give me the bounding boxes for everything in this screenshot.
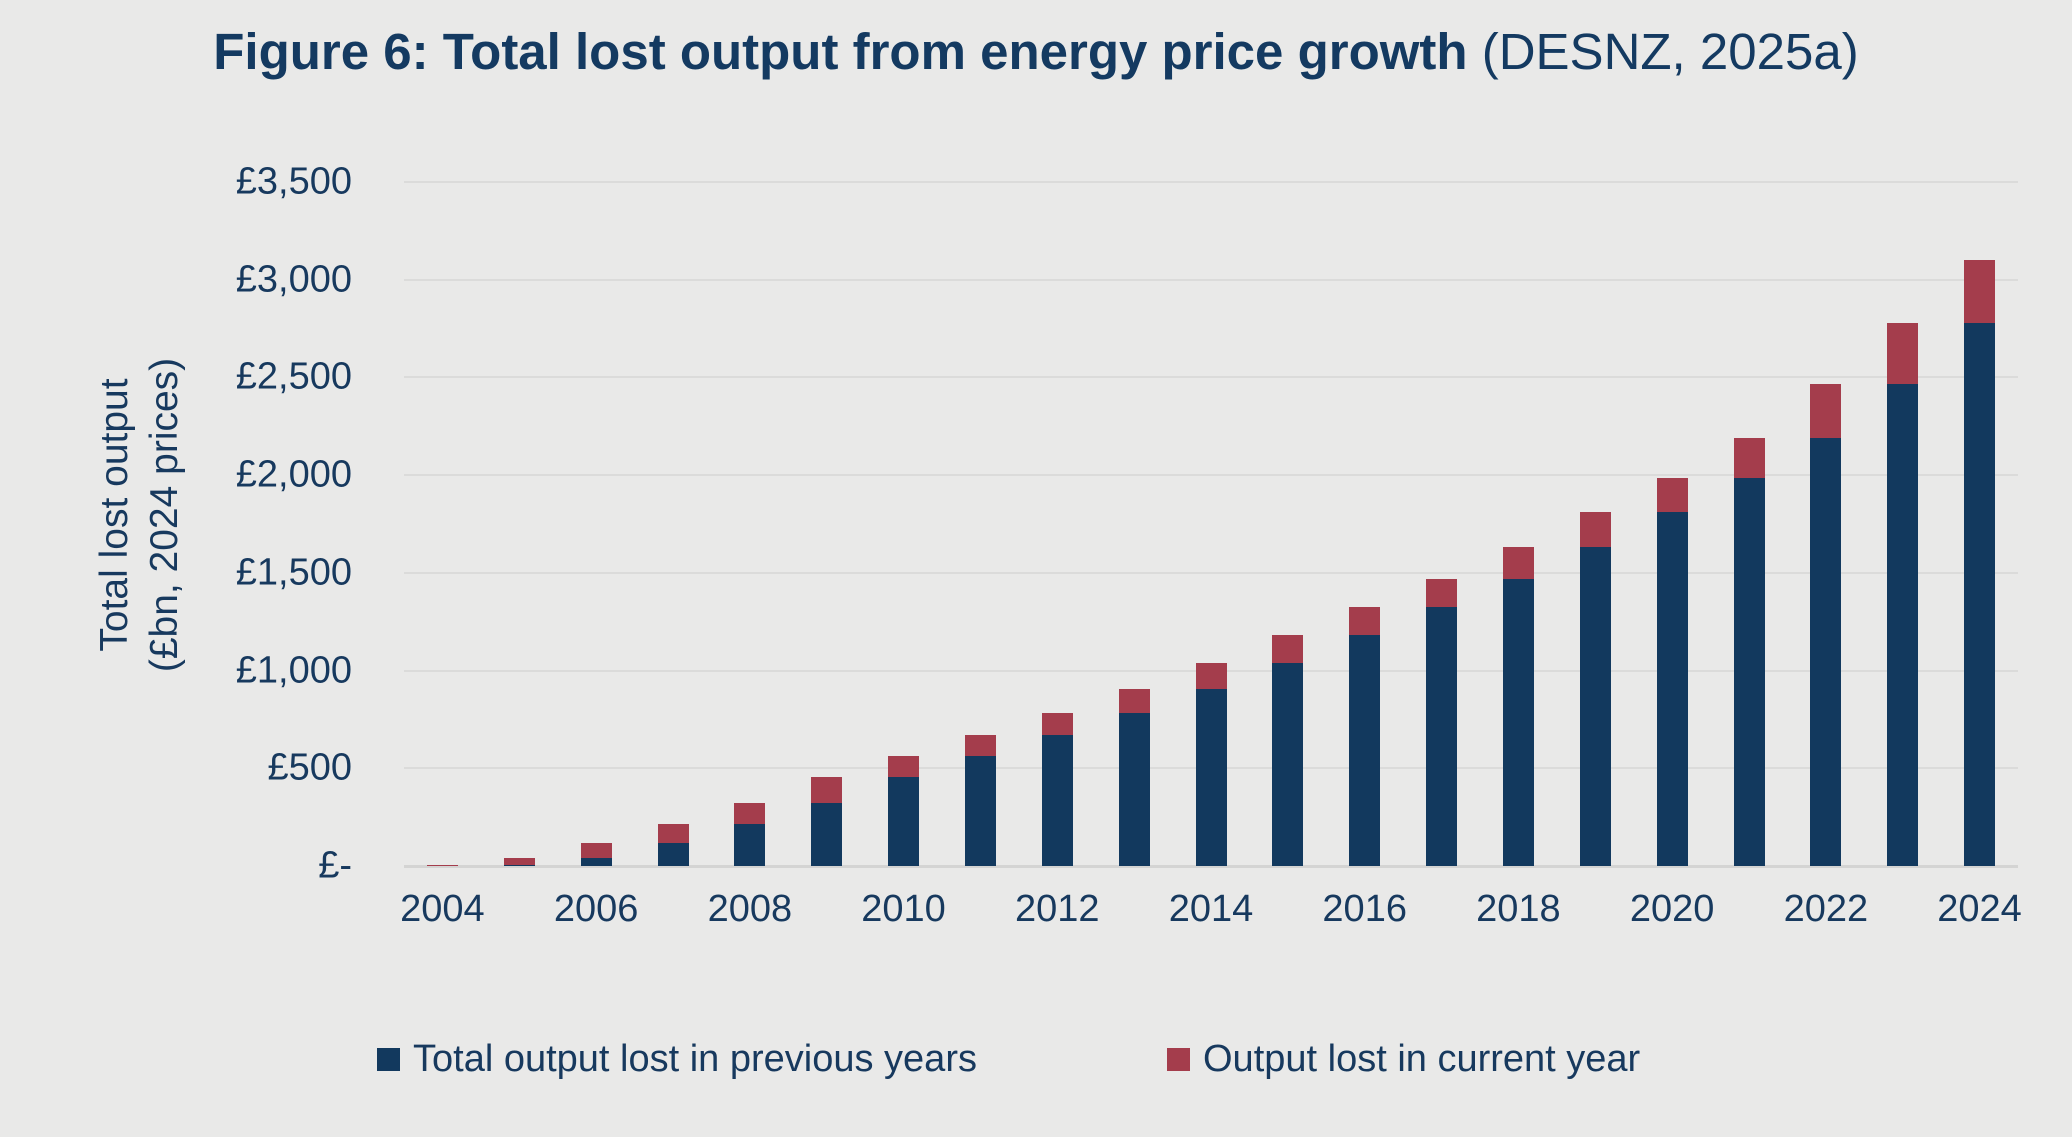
bar-2015-current-year-segment bbox=[1272, 635, 1304, 663]
bar-2022-previous-years-segment bbox=[1810, 438, 1842, 866]
y-tick-label-3000: £3,000 bbox=[235, 258, 352, 301]
bar-2024-previous-years-segment bbox=[1964, 322, 1996, 866]
y-tick-label-2000: £2,000 bbox=[235, 453, 352, 496]
bar-2004 bbox=[426, 865, 458, 866]
bar-2007-previous-years-segment bbox=[657, 842, 689, 866]
bar-2020 bbox=[1656, 478, 1688, 866]
bar-2022-current-year-segment bbox=[1810, 384, 1842, 439]
legend-swatch-current-year bbox=[1167, 1048, 1190, 1071]
chart-title-source: (DESNZ, 2025a) bbox=[1467, 23, 1859, 80]
bar-2006-current-year-segment bbox=[580, 842, 612, 859]
bar-2018-current-year-segment bbox=[1502, 547, 1534, 579]
bar-2010 bbox=[888, 755, 920, 866]
legend-label-current-year: Output lost in current year bbox=[1203, 1038, 1641, 1080]
bar-2010-previous-years-segment bbox=[888, 777, 920, 866]
bar-2018 bbox=[1502, 547, 1534, 866]
x-tick-label-2022: 2022 bbox=[1783, 888, 1869, 930]
bar-2021-current-year-segment bbox=[1733, 438, 1765, 479]
x-tick-label-2010: 2010 bbox=[861, 888, 946, 930]
bar-2021-previous-years-segment bbox=[1733, 478, 1765, 866]
y-tick-label-1500: £1,500 bbox=[235, 551, 352, 594]
bar-2017-previous-years-segment bbox=[1426, 607, 1458, 866]
legend-swatch-previous-years bbox=[377, 1048, 400, 1071]
bar-2023-previous-years-segment bbox=[1887, 384, 1919, 866]
x-tick-label-2020: 2020 bbox=[1629, 888, 1715, 930]
bar-2011 bbox=[964, 735, 996, 866]
bar-2023 bbox=[1887, 322, 1919, 866]
bar-2012 bbox=[1041, 712, 1073, 866]
chart-title-main: Figure 6: Total lost output from energy … bbox=[213, 23, 1468, 80]
bar-2016 bbox=[1349, 607, 1381, 866]
bar-2019-previous-years-segment bbox=[1579, 547, 1611, 866]
bar-2020-previous-years-segment bbox=[1656, 512, 1688, 866]
bar-2015 bbox=[1272, 635, 1304, 866]
bar-2008-previous-years-segment bbox=[734, 823, 766, 866]
bar-2005 bbox=[503, 858, 535, 866]
gridline-2500 bbox=[404, 376, 2018, 379]
plot-area bbox=[404, 181, 2018, 868]
legend-item-previous-years: Total output lost in previous years bbox=[377, 1038, 977, 1081]
bar-2005-previous-years-segment bbox=[503, 865, 535, 866]
gridline-3000 bbox=[404, 278, 2018, 281]
bar-2013-current-year-segment bbox=[1118, 689, 1150, 713]
x-tick-label-2014: 2014 bbox=[1168, 888, 1254, 930]
legend-item-current-year: Output lost in current year bbox=[1167, 1038, 1640, 1081]
bar-2022 bbox=[1810, 384, 1842, 866]
bar-2007 bbox=[657, 824, 689, 866]
y-tick-label-500: £500 bbox=[267, 746, 352, 789]
bar-2024 bbox=[1964, 260, 1996, 866]
bar-2014-previous-years-segment bbox=[1195, 689, 1227, 866]
bar-2016-current-year-segment bbox=[1349, 607, 1381, 636]
bar-2013-previous-years-segment bbox=[1118, 712, 1150, 866]
bar-2007-current-year-segment bbox=[657, 824, 689, 843]
bar-2009-previous-years-segment bbox=[811, 802, 843, 866]
y-tick-label-0: £- bbox=[318, 844, 352, 887]
y-tick-label-2500: £2,500 bbox=[235, 355, 352, 398]
bar-2009-current-year-segment bbox=[811, 777, 843, 803]
bar-2019-current-year-segment bbox=[1579, 512, 1611, 548]
legend-label-previous-years: Total output lost in previous years bbox=[413, 1038, 977, 1080]
x-tick-label-2008: 2008 bbox=[707, 888, 793, 930]
x-tick-label-2012: 2012 bbox=[1015, 888, 1100, 930]
x-tick-label-2016: 2016 bbox=[1322, 888, 1407, 930]
bar-2009 bbox=[811, 777, 843, 866]
bar-2016-previous-years-segment bbox=[1349, 635, 1381, 866]
bar-2019 bbox=[1579, 512, 1611, 866]
bar-2012-previous-years-segment bbox=[1041, 735, 1073, 866]
x-tick-label-2004: 2004 bbox=[400, 888, 485, 930]
bar-2011-current-year-segment bbox=[964, 735, 996, 756]
bar-2013 bbox=[1118, 689, 1150, 866]
bar-2021 bbox=[1733, 438, 1765, 866]
gridline-2000 bbox=[404, 474, 2018, 477]
y-tick-label-3500: £3,500 bbox=[235, 160, 352, 203]
bar-2012-current-year-segment bbox=[1041, 712, 1073, 736]
x-tick-label-2018: 2018 bbox=[1476, 888, 1561, 930]
gridline-3500 bbox=[404, 181, 2018, 183]
chart-title: Figure 6: Total lost output from energy … bbox=[0, 22, 2072, 81]
bar-2017 bbox=[1426, 578, 1458, 866]
bar-2008-current-year-segment bbox=[734, 802, 766, 824]
bar-2024-current-year-segment bbox=[1964, 260, 1996, 323]
bar-2010-current-year-segment bbox=[888, 755, 920, 778]
bar-2005-current-year-segment bbox=[503, 858, 535, 866]
bar-2018-previous-years-segment bbox=[1502, 578, 1534, 866]
bar-2020-current-year-segment bbox=[1656, 478, 1688, 513]
bar-2015-previous-years-segment bbox=[1272, 662, 1304, 866]
bar-2006-previous-years-segment bbox=[580, 858, 612, 866]
bar-2006 bbox=[580, 842, 612, 866]
x-tick-label-2024: 2024 bbox=[1937, 888, 2022, 930]
bar-2011-previous-years-segment bbox=[964, 755, 996, 866]
bar-2008 bbox=[734, 802, 766, 866]
bar-2017-current-year-segment bbox=[1426, 578, 1458, 608]
bar-2023-current-year-segment bbox=[1887, 322, 1919, 385]
bar-2014 bbox=[1195, 662, 1227, 866]
x-axis-line bbox=[404, 865, 2018, 868]
x-tick-label-2006: 2006 bbox=[553, 888, 639, 930]
bar-2004-current-year-segment bbox=[426, 865, 458, 866]
bar-2014-current-year-segment bbox=[1195, 662, 1227, 690]
gridline-1500 bbox=[404, 571, 2018, 574]
y-tick-label-1000: £1,000 bbox=[235, 649, 352, 692]
